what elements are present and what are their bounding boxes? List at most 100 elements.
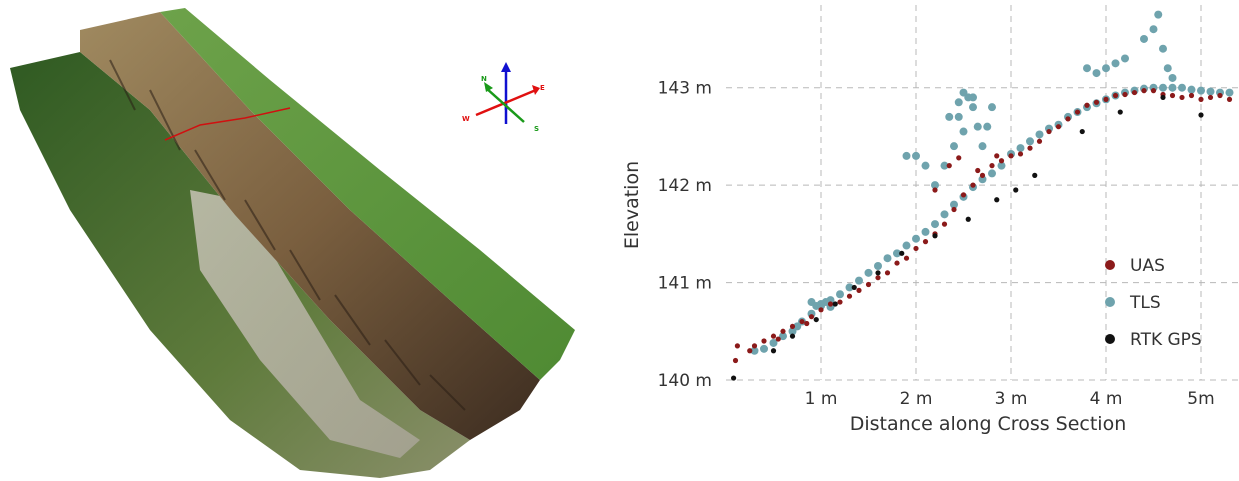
- tls-point: [1111, 59, 1120, 68]
- x-tick-label: 3 m: [995, 389, 1028, 409]
- compass-up-arrowhead: [501, 62, 511, 72]
- tls-point: [902, 151, 911, 160]
- eroding-bank: [80, 12, 540, 440]
- uas-point: [1046, 128, 1052, 135]
- tls-point: [973, 122, 982, 131]
- uas-point: [903, 255, 910, 261]
- rtk-gps-point: [932, 233, 938, 239]
- rtk-gps-point: [1198, 112, 1204, 118]
- tls-point: [779, 332, 787, 341]
- right-grass-field: [160, 8, 575, 380]
- uas-point: [960, 192, 967, 198]
- uas-point: [894, 260, 900, 266]
- tls-point: [874, 262, 882, 270]
- uas-point: [865, 281, 872, 288]
- legend: UAS TLS RTK GPS: [1105, 256, 1202, 350]
- uas-point: [932, 187, 938, 193]
- uas-point: [808, 314, 815, 320]
- uas-point: [770, 333, 777, 339]
- tls-point: [959, 127, 968, 136]
- uas-point: [827, 301, 834, 307]
- grid: [726, 5, 1239, 381]
- uas-point: [780, 328, 786, 334]
- tls-point: [959, 88, 968, 97]
- legend-label: RTK GPS: [1130, 330, 1202, 350]
- rtk-gps-point: [965, 216, 971, 222]
- uas-point: [1027, 145, 1033, 151]
- uas-point: [989, 163, 995, 169]
- uas-point: [1226, 96, 1233, 102]
- legend-label: UAS: [1130, 256, 1165, 276]
- uas-point: [875, 275, 881, 281]
- uas-point: [979, 172, 986, 178]
- tls-point: [864, 268, 873, 277]
- uas-point: [884, 270, 891, 276]
- compass: N E W S: [462, 62, 545, 133]
- tls-point: [921, 227, 930, 236]
- tls-point: [912, 151, 920, 160]
- tls-point: [912, 234, 920, 243]
- tls-point: [1225, 88, 1234, 97]
- rtk-gps-point: [770, 348, 777, 354]
- cross-section-line: [164, 107, 291, 141]
- tls-point: [940, 210, 949, 219]
- y-tick-label: 143 m: [658, 79, 712, 99]
- tls-point: [750, 346, 759, 355]
- rtk-gps-point: [789, 333, 796, 339]
- tls-point: [978, 175, 987, 184]
- uas-point: [804, 320, 810, 327]
- tls-point: [1168, 83, 1177, 92]
- tls-point: [1140, 34, 1148, 43]
- tls-point: [1168, 73, 1177, 82]
- y-axis-title: Elevation: [621, 161, 643, 249]
- uas-point: [1141, 88, 1147, 94]
- data-points: [731, 10, 1234, 381]
- terrain-render: N E W S: [10, 8, 575, 478]
- tls-point: [1154, 10, 1163, 19]
- uas-point: [1217, 92, 1223, 99]
- compass-east-label: E: [540, 84, 545, 92]
- uas-point: [1084, 102, 1090, 108]
- uas-point: [856, 287, 862, 293]
- x-tick-label: 1 m: [805, 389, 838, 409]
- uas-point: [775, 336, 781, 342]
- rtk-gps-point: [731, 375, 737, 381]
- uas-point: [761, 338, 767, 344]
- tls-point: [845, 283, 854, 292]
- uas-point: [998, 158, 1005, 164]
- gravel-bar: [190, 190, 420, 458]
- uas-point: [1112, 92, 1119, 99]
- tls-point: [954, 98, 963, 107]
- uas-point: [818, 307, 824, 313]
- uas-point: [1169, 92, 1176, 99]
- tls-point: [945, 112, 954, 121]
- uas-point: [1065, 116, 1071, 122]
- legend-label: TLS: [1129, 293, 1161, 313]
- uas-point: [1103, 96, 1109, 102]
- tls-point: [1197, 86, 1205, 95]
- tls-point: [1083, 64, 1091, 73]
- uas-point: [846, 293, 853, 299]
- tls-point: [1121, 54, 1129, 63]
- uas-point: [1036, 138, 1043, 144]
- uas-point: [1093, 99, 1100, 105]
- x-tick-label: 2 m: [900, 389, 933, 409]
- tls-point: [1159, 83, 1167, 92]
- rtk-gps-point: [1013, 187, 1019, 193]
- uas-point: [837, 299, 843, 305]
- y-tick-label: 141 m: [658, 274, 712, 294]
- rtk-gps-point: [1032, 172, 1038, 178]
- uas-point: [1074, 109, 1081, 115]
- tls-point: [855, 276, 863, 285]
- uas-point: [1207, 94, 1214, 101]
- tls-point: [921, 161, 930, 170]
- tls-point: [950, 142, 958, 151]
- legend-marker: [1105, 297, 1115, 307]
- tls-point: [893, 249, 901, 258]
- rtk-gps-point: [994, 197, 1000, 203]
- rtk-gps-point: [1079, 128, 1085, 135]
- compass-ns-axis: [485, 87, 525, 123]
- tls-point: [883, 254, 892, 263]
- tls-point: [978, 142, 987, 151]
- rtk-gps-point: [1117, 109, 1123, 115]
